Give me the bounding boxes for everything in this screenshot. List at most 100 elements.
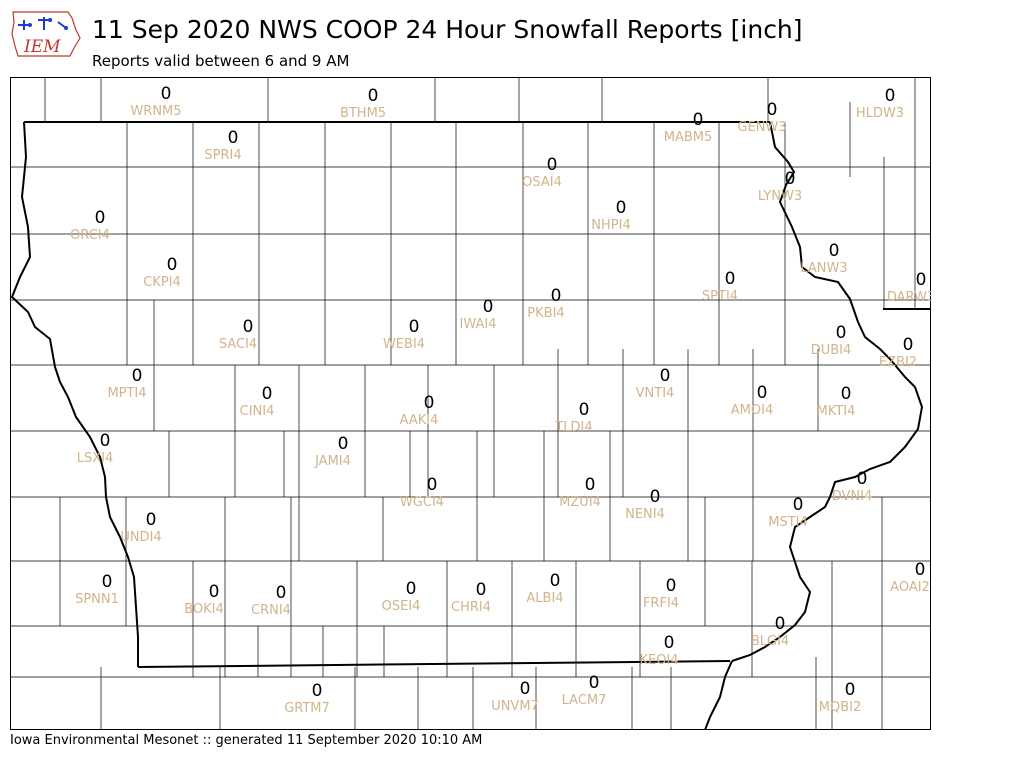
station-id: LSXI4 (77, 451, 114, 466)
snowfall-value: 0 (785, 169, 796, 189)
station-id: CHRI4 (451, 600, 491, 615)
snowfall-value: 0 (276, 583, 287, 603)
snowfall-value: 0 (476, 580, 487, 600)
snowfall-value: 0 (793, 495, 804, 515)
snowfall-value: 0 (95, 208, 106, 228)
station-id: UNDI4 (120, 530, 161, 545)
station-id: MQBI2 (819, 700, 861, 715)
snowfall-value: 0 (836, 323, 847, 343)
snowfall-value: 0 (845, 680, 856, 700)
snowfall-value: 0 (551, 286, 562, 306)
station-id: LACM7 (562, 693, 607, 708)
snowfall-value: 0 (660, 366, 671, 386)
station-id: IWAI4 (460, 317, 497, 332)
station-id: UNVM7 (491, 699, 539, 714)
station-id: AMOI4 (731, 403, 773, 418)
snowfall-value: 0 (424, 393, 435, 413)
snowfall-value: 0 (841, 384, 852, 404)
station-id: WEBI4 (383, 337, 425, 352)
station-id: KEOI4 (639, 653, 678, 668)
snowfall-value: 0 (161, 84, 172, 104)
snowfall-value: 0 (520, 679, 531, 699)
snowfall-value: 0 (228, 128, 239, 148)
station-id: SACI4 (219, 337, 257, 352)
map-subtitle: Reports valid between 6 and 9 AM (92, 52, 350, 70)
station-id: WRNM5 (130, 104, 181, 119)
station-id: EZBI2 (879, 355, 917, 370)
snowfall-value: 0 (585, 475, 596, 495)
station-id: VNTI4 (636, 386, 675, 401)
snowfall-value: 0 (857, 469, 868, 489)
station-id: BLGI4 (751, 634, 789, 649)
snowfall-value: 0 (209, 582, 220, 602)
iem-logo: IEM (11, 11, 81, 57)
snowfall-value: 0 (579, 400, 590, 420)
station-id: WGCI4 (400, 495, 444, 510)
snowfall-value: 0 (146, 510, 157, 530)
station-id: TLDI4 (554, 420, 592, 435)
snowfall-value: 0 (167, 255, 178, 275)
snowfall-value: 0 (132, 366, 143, 386)
station-id: LYNW3 (758, 189, 802, 204)
snowfall-value: 0 (406, 579, 417, 599)
snowfall-value: 0 (243, 317, 254, 337)
station-id: PKBI4 (527, 306, 564, 321)
station-id: DUBI4 (811, 343, 852, 358)
station-id: NHPI4 (591, 218, 630, 233)
station-id: SPNN1 (75, 592, 119, 607)
station-id: DARW3 (887, 290, 931, 305)
station-id: AAKI4 (400, 413, 439, 428)
snowfall-value: 0 (666, 576, 677, 596)
snowfall-value: 0 (757, 383, 768, 403)
station-id: MPTI4 (107, 386, 146, 401)
station-id: GENW3 (737, 120, 786, 135)
snowfall-value: 0 (102, 572, 113, 592)
snowfall-value: 0 (767, 100, 778, 120)
station-id: CRNI4 (251, 603, 291, 618)
station-id: ORCI4 (70, 228, 110, 243)
station-id: BTHM5 (340, 106, 386, 121)
logo-text: IEM (23, 37, 61, 57)
station-id: DVNI4 (832, 489, 873, 504)
station-id: MABM5 (664, 130, 713, 145)
station-id: MKTI4 (817, 404, 856, 419)
snowfall-value: 0 (338, 434, 349, 454)
station-id: SPRI4 (204, 148, 241, 163)
county-grid (10, 77, 931, 730)
station-id: JAMI4 (314, 454, 351, 469)
